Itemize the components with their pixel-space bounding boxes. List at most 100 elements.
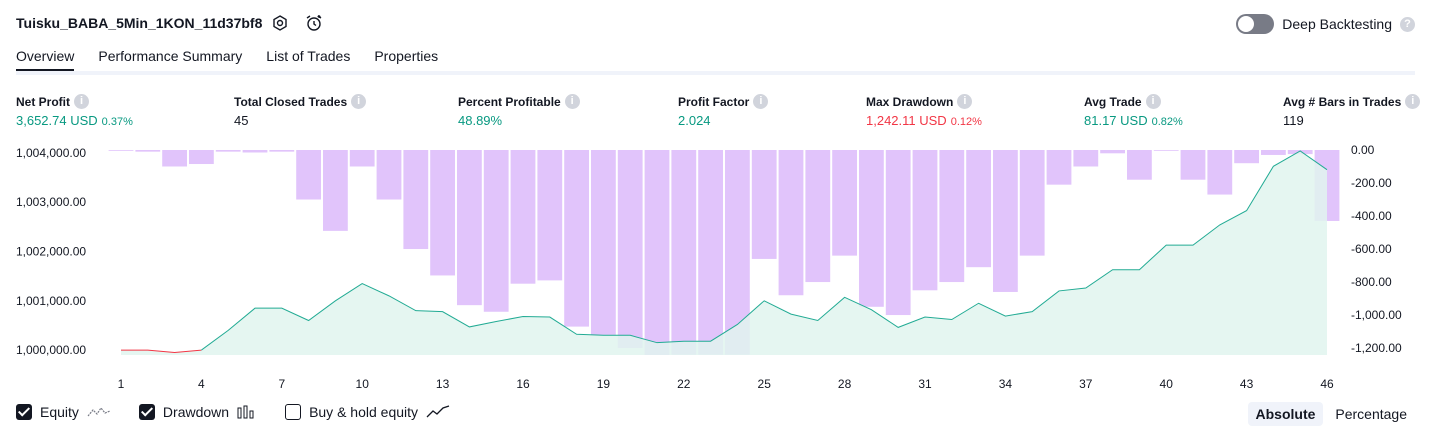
buy-hold-checkbox[interactable] bbox=[285, 404, 302, 420]
drawdown-bar bbox=[323, 150, 348, 231]
x-axis-tick: 46 bbox=[1320, 377, 1334, 390]
drawdown-bar bbox=[403, 150, 429, 250]
x-axis-tick: 34 bbox=[999, 377, 1013, 390]
info-icon[interactable]: i bbox=[351, 94, 367, 109]
x-axis-tick: 37 bbox=[1079, 377, 1093, 390]
metric-label: Profit Factor bbox=[678, 94, 750, 109]
equity-drawdown-chart: 1,004,000.00 1,003,000.00 1,002,000.00 1,00… bbox=[16, 143, 1402, 390]
legend-equity-label: Equity bbox=[40, 404, 79, 420]
drawdown-bar bbox=[805, 150, 831, 283]
x-axis-tick: 31 bbox=[918, 377, 932, 390]
left-axis-tick: 1,003,000.00 bbox=[16, 195, 86, 209]
drawdown-bar bbox=[537, 150, 563, 281]
tab-divider bbox=[16, 71, 1415, 75]
metric-label-wrap: Avg Trade i bbox=[1084, 94, 1183, 109]
drawdown-bar bbox=[108, 150, 134, 151]
help-icon[interactable]: ? bbox=[1400, 16, 1415, 32]
metric-0: Net Profit i 3,652.74 USD 0.37% bbox=[16, 94, 133, 128]
alert-clock-icon[interactable] bbox=[304, 13, 324, 33]
x-axis-tick: 4 bbox=[198, 377, 205, 390]
metric-3: Profit Factor i 2.024 bbox=[678, 94, 769, 128]
x-axis-tick: 22 bbox=[677, 377, 691, 390]
metric-value-wrap: 45 bbox=[234, 113, 366, 128]
drawdown-bar bbox=[1046, 150, 1072, 185]
drawdown-bar bbox=[1127, 150, 1152, 180]
metric-label: Total Closed Trades bbox=[234, 94, 348, 109]
legend-equity[interactable]: Equity bbox=[16, 404, 111, 420]
info-icon[interactable]: i bbox=[1145, 94, 1161, 109]
settings-icon[interactable] bbox=[270, 13, 290, 33]
drawdown-bar bbox=[751, 150, 777, 259]
metric-value: 48.89% bbox=[458, 113, 503, 128]
equity-line-negative bbox=[121, 349, 202, 354]
drawdown-bar bbox=[457, 150, 482, 306]
legend-buy-hold[interactable]: Buy & hold equity bbox=[285, 404, 450, 420]
deep-backtesting-toggle-group: Deep Backtesting ? bbox=[1236, 14, 1415, 34]
deep-backtesting-toggle[interactable] bbox=[1236, 14, 1275, 34]
drawdown-bar bbox=[591, 150, 616, 335]
tab-list-of-trades[interactable]: List of Trades bbox=[266, 48, 351, 64]
metric-label-wrap: Net Profit i bbox=[16, 94, 133, 109]
x-axis-tick: 28 bbox=[838, 377, 852, 390]
metric-5: Avg Trade i 81.17 USD 0.82% bbox=[1084, 94, 1183, 128]
metric-value: 81.17 USD bbox=[1084, 113, 1148, 128]
info-icon[interactable]: i bbox=[1405, 94, 1421, 109]
metric-value-wrap: 48.89% bbox=[458, 113, 580, 128]
metric-value: 119 bbox=[1283, 113, 1304, 128]
drawdown-bar bbox=[885, 150, 911, 316]
tab-overview[interactable]: Overview bbox=[16, 48, 75, 72]
metric-label-wrap: Max Drawdown i bbox=[866, 94, 982, 109]
drawdown-bar bbox=[671, 150, 697, 355]
x-axis-tick: 16 bbox=[516, 377, 530, 390]
drawdown-bar bbox=[832, 150, 857, 256]
metric-value-wrap: 81.17 USD 0.82% bbox=[1084, 113, 1183, 128]
buy-hold-line-icon bbox=[426, 405, 450, 418]
tab-performance-summary[interactable]: Performance Summary bbox=[98, 48, 243, 64]
right-axis-tick: -400.00 bbox=[1351, 209, 1392, 223]
drawdown-checkbox[interactable] bbox=[138, 404, 155, 420]
info-icon[interactable]: i bbox=[74, 94, 89, 109]
metric-value: 2.024 bbox=[678, 113, 711, 128]
info-icon[interactable]: i bbox=[753, 94, 769, 109]
drawdown-bar bbox=[215, 150, 241, 152]
drawdown-bar bbox=[1261, 150, 1286, 155]
drawdown-bars-icon bbox=[237, 405, 254, 419]
metric-1: Total Closed Trades i 45 bbox=[234, 94, 367, 128]
drawdown-bar bbox=[1234, 150, 1259, 164]
left-axis-tick: 1,000,000.00 bbox=[16, 343, 86, 357]
drawdown-bar bbox=[376, 150, 402, 200]
absolute-button[interactable]: Absolute bbox=[1247, 402, 1324, 426]
drawdown-bar bbox=[1180, 150, 1206, 180]
metric-2: Percent Profitable i 48.89% bbox=[458, 94, 580, 128]
drawdown-bar bbox=[1019, 150, 1045, 256]
metric-label-wrap: Percent Profitable i bbox=[458, 94, 580, 109]
legend-drawdown[interactable]: Drawdown bbox=[138, 404, 257, 420]
info-icon[interactable]: i bbox=[957, 94, 973, 109]
metric-value-wrap: 3,652.74 USD 0.37% bbox=[16, 113, 133, 128]
drawdown-bar bbox=[617, 150, 643, 349]
x-axis-tick: 40 bbox=[1160, 377, 1174, 390]
tab-properties[interactable]: Properties bbox=[374, 48, 439, 64]
metric-label-wrap: Profit Factor i bbox=[678, 94, 769, 109]
right-axis-tick: -1,200.00 bbox=[1351, 341, 1402, 355]
x-axis-tick: 43 bbox=[1240, 377, 1254, 390]
percentage-button[interactable]: Percentage bbox=[1335, 406, 1407, 422]
metric-label: Percent Profitable bbox=[458, 94, 561, 109]
metric-label: Net Profit bbox=[16, 94, 70, 109]
equity-line bbox=[201, 150, 1328, 351]
metric-value: 3,652.74 USD bbox=[16, 113, 98, 128]
equity-line-icon bbox=[87, 406, 111, 417]
drawdown-bar bbox=[698, 150, 723, 355]
x-axis-tick: 19 bbox=[597, 377, 611, 390]
metric-label-wrap: Total Closed Trades i bbox=[234, 94, 367, 109]
drawdown-bar bbox=[1073, 150, 1099, 167]
equity-checkbox[interactable] bbox=[16, 404, 32, 420]
metric-value-wrap: 2.024 bbox=[678, 113, 768, 128]
drawdown-bar bbox=[189, 150, 214, 165]
legend-buy-hold-label: Buy & hold equity bbox=[309, 404, 419, 420]
drawdown-bar bbox=[993, 150, 1018, 292]
drawdown-bar bbox=[1153, 150, 1179, 151]
drawdown-bar bbox=[939, 150, 965, 283]
info-icon[interactable]: i bbox=[564, 94, 580, 109]
x-axis-tick: 7 bbox=[278, 377, 285, 390]
